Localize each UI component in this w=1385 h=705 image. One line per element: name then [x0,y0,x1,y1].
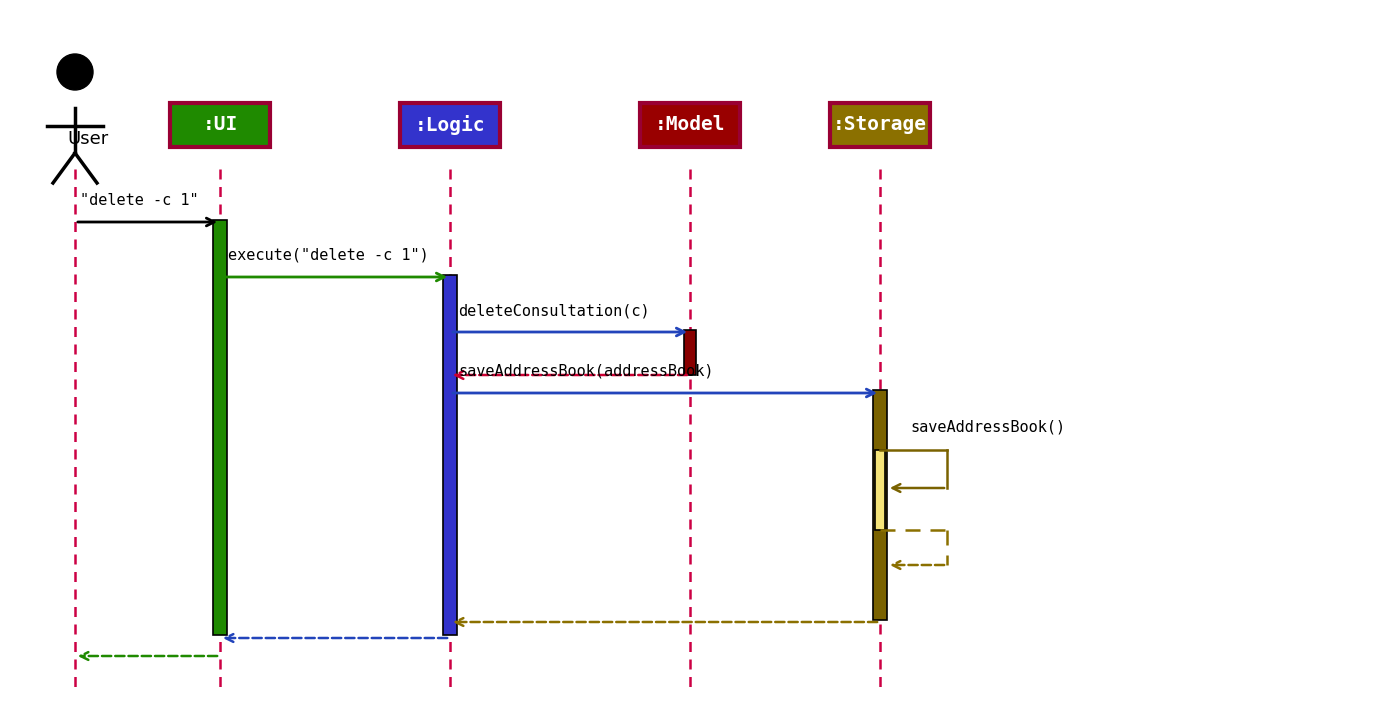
Bar [684,330,697,375]
Bar [170,103,270,147]
Text: saveAddressBook(addressBook): saveAddressBook(addressBook) [458,364,713,379]
Bar [640,103,740,147]
Bar [213,220,227,635]
Text: execute("delete -c 1"): execute("delete -c 1") [229,248,429,263]
Text: :Logic: :Logic [414,115,485,135]
Bar [443,275,457,635]
Text: saveAddressBook(): saveAddressBook() [910,420,1065,435]
Text: deleteConsultation(c): deleteConsultation(c) [458,303,650,318]
Text: :Model: :Model [655,116,726,135]
Bar [873,390,886,620]
Circle shape [57,54,93,90]
Bar [830,103,929,147]
Text: "delete -c 1": "delete -c 1" [80,193,198,208]
Text: User: User [66,130,108,148]
Text: :Storage: :Storage [832,116,927,135]
Bar [875,450,885,530]
Bar [400,103,500,147]
Text: :UI: :UI [202,116,238,135]
